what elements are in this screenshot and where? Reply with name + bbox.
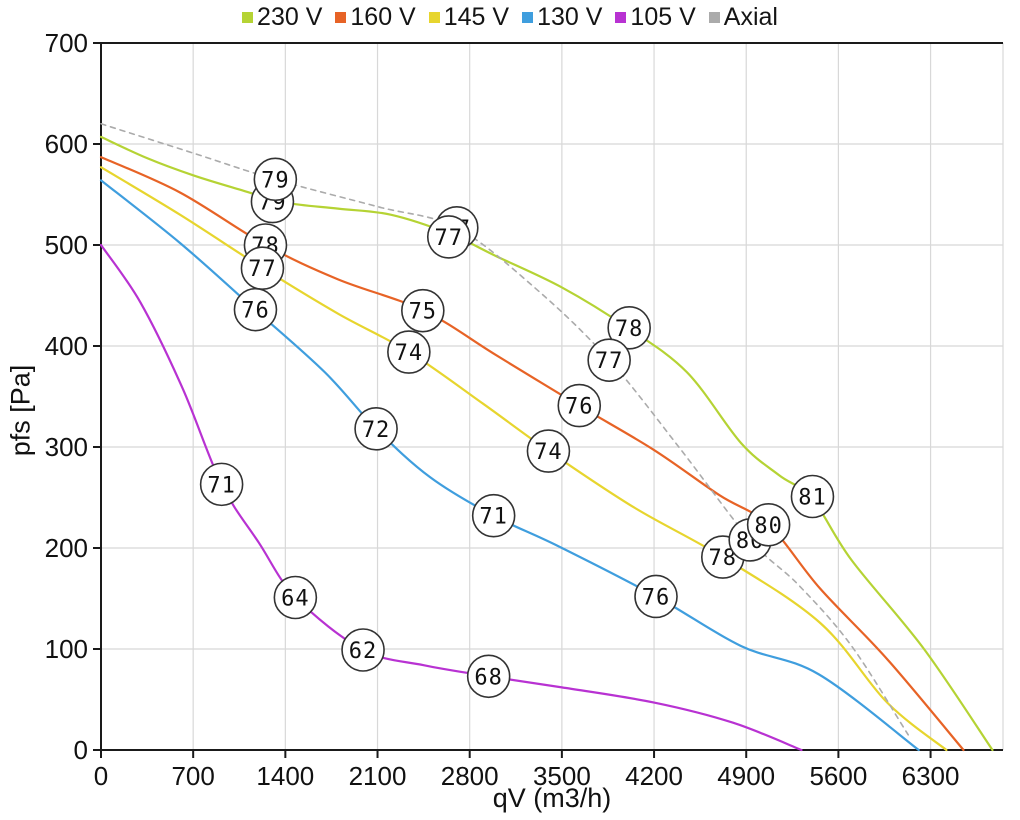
point-label-circle xyxy=(253,157,298,202)
point-label-circle xyxy=(587,338,631,382)
point-label-circle xyxy=(557,383,602,428)
point-label-text: 75 xyxy=(409,300,438,325)
point-label-text: 62 xyxy=(349,639,378,664)
legend-marker xyxy=(615,12,627,23)
point-label-circle xyxy=(466,654,511,699)
x-tick-label: 1400 xyxy=(256,761,314,791)
point-label-text: 78 xyxy=(615,317,644,342)
point-label-text: 77 xyxy=(595,349,624,374)
point-label-text: 74 xyxy=(534,440,563,465)
point-label-circle xyxy=(401,288,445,333)
point-label-text: 71 xyxy=(479,505,508,530)
point-label-text: 77 xyxy=(435,226,464,251)
point-label-text: 80 xyxy=(754,514,783,539)
point-label-text: 74 xyxy=(395,341,424,366)
x-axis-label: qV (m3/h) xyxy=(492,783,612,813)
series-curve-axial xyxy=(100,123,909,736)
legend-marker xyxy=(335,12,347,23)
y-tick-label: 200 xyxy=(45,533,88,563)
x-tick-label: 4200 xyxy=(625,761,683,791)
x-tick-label: 5600 xyxy=(809,761,867,791)
legend-item-230-v: 230 V xyxy=(242,3,322,32)
legend-label: 105 V xyxy=(630,3,696,31)
point-label-text: 71 xyxy=(207,473,236,498)
legend-item-160-v: 160 V xyxy=(335,3,416,32)
legend-label: 230 V xyxy=(257,3,323,31)
point-label-text: 79 xyxy=(261,168,290,193)
legend-marker xyxy=(522,12,534,23)
legend-item-axial: Axial xyxy=(708,3,778,32)
point-label-circle xyxy=(233,287,278,332)
point-label-text: 76 xyxy=(642,585,671,610)
point-label-circle xyxy=(746,502,791,547)
point-label-text: 68 xyxy=(474,665,503,690)
point-label-circle xyxy=(471,493,516,538)
point-label-circle xyxy=(634,574,678,619)
y-tick-label: 700 xyxy=(45,28,88,58)
point-label-text: 81 xyxy=(798,485,827,510)
point-label-circle xyxy=(387,330,431,374)
x-tick-label: 0 xyxy=(94,761,108,791)
legend-item-130-v: 130 V xyxy=(522,3,602,32)
x-tick-label: 3500 xyxy=(533,761,591,791)
y-tick-label: 600 xyxy=(45,129,88,159)
point-label-text: 76 xyxy=(565,395,594,420)
x-tick-label: 700 xyxy=(171,761,214,791)
point-label-text: 77 xyxy=(248,257,277,282)
y-tick-label: 400 xyxy=(45,331,88,361)
legend-marker xyxy=(428,12,440,23)
legend-item-105-v: 105 V xyxy=(615,3,696,32)
y-tick-label: 500 xyxy=(45,230,88,260)
chart-legend: 230 V 160 V 145 V 130 V 105 V Axial xyxy=(0,3,1020,32)
point-label-circle xyxy=(607,306,651,350)
point-label-text: 64 xyxy=(281,586,310,611)
y-tick-label: 300 xyxy=(45,432,88,462)
legend-label: 130 V xyxy=(537,3,603,31)
y-axis-label: pfs [Pa] xyxy=(5,364,36,457)
point-label-circle xyxy=(426,215,471,259)
point-label-text: 72 xyxy=(362,418,391,443)
y-tick-label: 100 xyxy=(45,634,88,664)
legend-marker xyxy=(242,12,254,23)
legend-marker xyxy=(708,12,720,23)
x-tick-label: 2100 xyxy=(349,761,407,791)
point-label-circle xyxy=(199,462,244,507)
series-curve-145-v xyxy=(99,166,948,752)
x-tick-label: 2800 xyxy=(441,761,499,791)
x-tick-label: 4900 xyxy=(717,761,775,791)
y-tick-label: 0 xyxy=(74,735,88,765)
point-label-circle xyxy=(790,474,835,519)
legend-label: 145 V xyxy=(443,3,510,31)
point-label-circle xyxy=(273,575,318,620)
legend-label: 160 V xyxy=(350,3,416,31)
point-label-text: 76 xyxy=(241,299,270,324)
legend-label: Axial xyxy=(723,3,778,31)
x-tick-label: 6300 xyxy=(902,761,960,791)
legend-item-145-v: 145 V xyxy=(428,3,510,32)
point-label-circle xyxy=(354,407,398,451)
series-curve-130-v xyxy=(99,179,920,752)
series-curve-230-v xyxy=(99,135,994,752)
point-label-circle xyxy=(341,628,385,672)
point-label-circle xyxy=(526,429,571,473)
